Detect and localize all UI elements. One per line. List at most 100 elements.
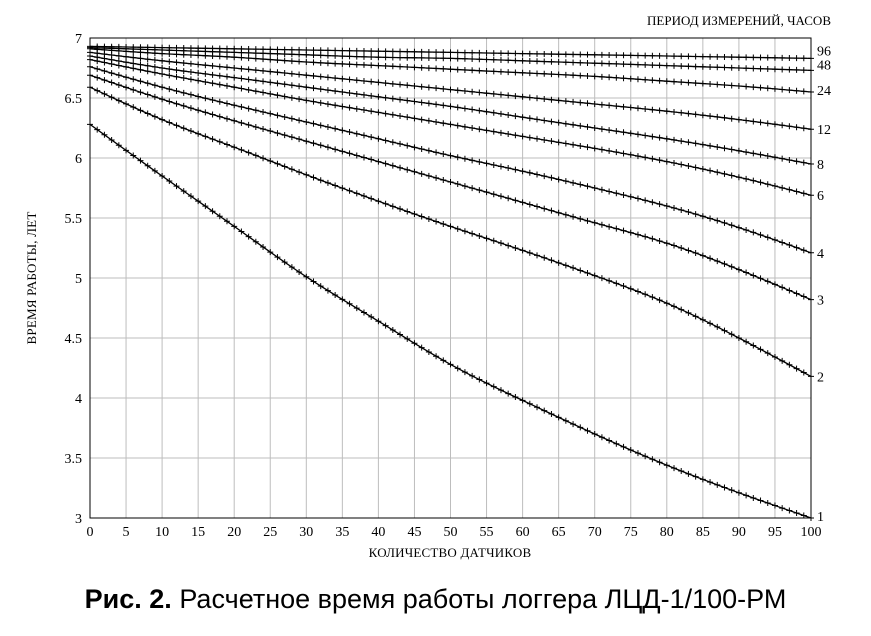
data-point [209,111,216,118]
data-point [418,99,425,106]
data-point [541,254,548,261]
data-point [411,168,418,175]
data-point [606,147,613,154]
data-point [173,59,180,66]
data-point [562,98,569,105]
data-point [591,73,598,80]
data-point [793,158,800,165]
data-point [671,53,678,60]
data-point [353,152,360,159]
data-point [281,57,288,64]
data-point [252,88,259,95]
data-point [288,70,295,77]
data-point [123,44,130,50]
data-point [288,46,295,53]
data-point [505,69,512,76]
data-point [541,95,548,102]
data-point [627,285,634,292]
data-point [137,107,144,114]
data-point [562,417,569,424]
data-point [137,66,144,73]
data-point [382,322,389,329]
data-point [317,47,324,54]
data-point [555,209,562,216]
data-point [454,49,461,56]
data-point [598,101,605,108]
data-point [447,223,454,230]
data-point [714,53,721,60]
data-point [555,176,562,183]
data-point [404,208,411,215]
series-label-6: 6 [817,189,824,204]
data-point [454,365,461,372]
data-point [627,61,634,68]
data-point [469,125,476,132]
data-point [433,353,440,360]
data-point [620,103,627,110]
data-point [721,219,728,226]
y-tick-label: 6.5 [65,92,83,107]
data-point [397,81,404,88]
data-point [418,54,425,61]
data-point [534,404,541,411]
data-point [238,119,245,126]
data-point [433,65,440,72]
data-point [382,54,389,61]
data-point [469,49,476,56]
data-point [245,66,252,73]
data-point [310,72,317,79]
data-point [274,160,281,167]
data-point [375,135,382,142]
data-point [634,195,641,202]
data-point [223,115,230,122]
data-point [404,54,411,61]
data-point [389,162,396,169]
data-point [281,113,288,120]
data-point [447,49,454,56]
data-point [671,303,678,310]
data-point [519,397,526,404]
data-point [584,59,591,66]
data-point [433,118,440,125]
data-point [642,291,649,298]
data-point [216,81,223,88]
data-point [368,108,375,115]
data-point [692,473,699,480]
x-tick-label: 65 [552,525,566,540]
figure-caption: Рис. 2. Расчетное время работы логгера Л… [0,584,871,615]
data-point [634,288,641,295]
x-tick-label: 35 [335,525,349,540]
data-point [699,112,706,119]
data-point [454,87,461,94]
data-point [642,52,649,59]
data-point [411,98,418,105]
data-point [483,68,490,75]
data-point [555,139,562,146]
data-point [339,60,346,67]
data-point [497,68,504,75]
data-point [764,234,771,241]
data-point [735,174,742,181]
data-point [562,140,569,147]
data-point [642,132,649,139]
data-point [440,120,447,127]
data-point [570,72,577,79]
data-point [577,142,584,149]
data-point [634,52,641,59]
data-point [389,139,396,146]
data-point [231,45,238,52]
data-point [433,101,440,108]
data-point [216,72,223,79]
data-point [151,113,158,120]
data-point [555,71,562,78]
data-point [627,229,634,236]
data-point [245,55,252,62]
data-point [332,182,339,189]
data-point [699,80,706,87]
data-point [346,129,353,136]
data-point [642,76,649,83]
data-point [519,57,526,64]
data-point [202,203,209,210]
data-point [108,43,115,50]
data-point [663,158,670,165]
